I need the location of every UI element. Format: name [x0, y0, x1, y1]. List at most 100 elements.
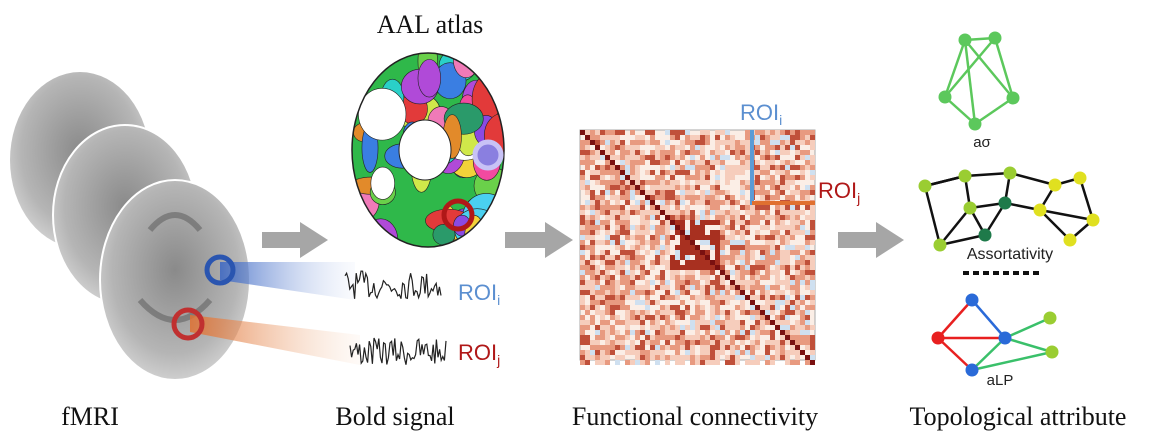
- matrix-cell: [580, 330, 585, 335]
- matrix-cell: [760, 275, 765, 280]
- matrix-cell: [730, 270, 735, 275]
- matrix-cell: [600, 320, 605, 325]
- matrix-cell: [685, 250, 690, 255]
- matrix-cell: [650, 245, 655, 250]
- matrix-cell: [645, 360, 650, 365]
- matrix-cell: [715, 260, 720, 265]
- matrix-cell: [765, 190, 770, 195]
- matrix-cell: [750, 355, 755, 360]
- matrix-cell: [715, 285, 720, 290]
- matrix-cell: [805, 260, 810, 265]
- matrix-cell: [595, 330, 600, 335]
- matrix-cell: [620, 250, 625, 255]
- matrix-cell: [650, 325, 655, 330]
- matrix-cell: [705, 200, 710, 205]
- matrix-cell: [680, 290, 685, 295]
- matrix-cell: [615, 175, 620, 180]
- matrix-cell: [780, 295, 785, 300]
- matrix-cell: [700, 200, 705, 205]
- matrix-cell: [690, 340, 695, 345]
- matrix-cell: [670, 220, 675, 225]
- matrix-cell: [590, 280, 595, 285]
- matrix-cell: [785, 235, 790, 240]
- matrix-cell: [595, 200, 600, 205]
- matrix-cell: [785, 205, 790, 210]
- matrix-cell: [740, 140, 745, 145]
- matrix-cell: [755, 285, 760, 290]
- matrix-cell: [655, 240, 660, 245]
- matrix-cell: [685, 235, 690, 240]
- matrix-cell: [730, 310, 735, 315]
- matrix-cell: [630, 140, 635, 145]
- matrix-cell: [595, 135, 600, 140]
- matrix-cell: [725, 310, 730, 315]
- matrix-cell: [720, 310, 725, 315]
- matrix-cell: [690, 185, 695, 190]
- matrix-cell: [665, 295, 670, 300]
- matrix-cell: [680, 235, 685, 240]
- matrix-cell: [635, 170, 640, 175]
- matrix-cell: [705, 280, 710, 285]
- matrix-cell: [770, 145, 775, 150]
- matrix-cell: [630, 225, 635, 230]
- matrix-cell: [630, 285, 635, 290]
- matrix-cell: [785, 225, 790, 230]
- matrix-cell: [675, 165, 680, 170]
- matrix-cell: [630, 130, 635, 135]
- matrix-cell: [630, 205, 635, 210]
- matrix-cell: [595, 220, 600, 225]
- matrix-cell: [760, 310, 765, 315]
- matrix-cell: [655, 315, 660, 320]
- matrix-cell: [715, 155, 720, 160]
- matrix-cell: [720, 215, 725, 220]
- matrix-cell: [715, 195, 720, 200]
- matrix-cell: [675, 230, 680, 235]
- matrix-cell: [810, 255, 815, 260]
- matrix-cell: [750, 265, 755, 270]
- matrix-cell: [805, 275, 810, 280]
- matrix-cell: [700, 235, 705, 240]
- matrix-cell: [700, 360, 705, 365]
- matrix-cell: [670, 330, 675, 335]
- matrix-cell: [720, 245, 725, 250]
- matrix-cell: [745, 255, 750, 260]
- matrix-cell: [625, 335, 630, 340]
- matrix-cell: [615, 180, 620, 185]
- matrix-cell: [645, 155, 650, 160]
- matrix-cell: [735, 150, 740, 155]
- matrix-cell: [580, 145, 585, 150]
- matrix-cell: [740, 185, 745, 190]
- matrix-cell: [720, 330, 725, 335]
- matrix-cell: [675, 335, 680, 340]
- matrix-cell: [610, 185, 615, 190]
- matrix-cell: [665, 340, 670, 345]
- matrix-cell: [650, 155, 655, 160]
- matrix-cell: [750, 340, 755, 345]
- matrix-cell: [580, 270, 585, 275]
- matrix-cell: [635, 290, 640, 295]
- matrix-cell: [655, 140, 660, 145]
- matrix-cell: [655, 275, 660, 280]
- matrix-cell: [700, 340, 705, 345]
- matrix-cell: [765, 145, 770, 150]
- matrix-cell: [790, 140, 795, 145]
- matrix-cell: [710, 290, 715, 295]
- matrix-cell: [625, 160, 630, 165]
- matrix-cell: [740, 220, 745, 225]
- matrix-cell: [740, 145, 745, 150]
- matrix-cell: [665, 215, 670, 220]
- matrix-cell: [650, 320, 655, 325]
- matrix-cell: [695, 215, 700, 220]
- matrix-cell: [775, 205, 780, 210]
- matrix-cell: [790, 225, 795, 230]
- matrix-cell: [750, 295, 755, 300]
- matrix-cell: [765, 160, 770, 165]
- matrix-cell: [780, 160, 785, 165]
- matrix-cell: [780, 205, 785, 210]
- matrix-cell: [660, 270, 665, 275]
- matrix-cell: [675, 170, 680, 175]
- matrix-cell: [695, 315, 700, 320]
- matrix-cell: [795, 205, 800, 210]
- matrix-cell: [690, 190, 695, 195]
- matrix-cell: [600, 330, 605, 335]
